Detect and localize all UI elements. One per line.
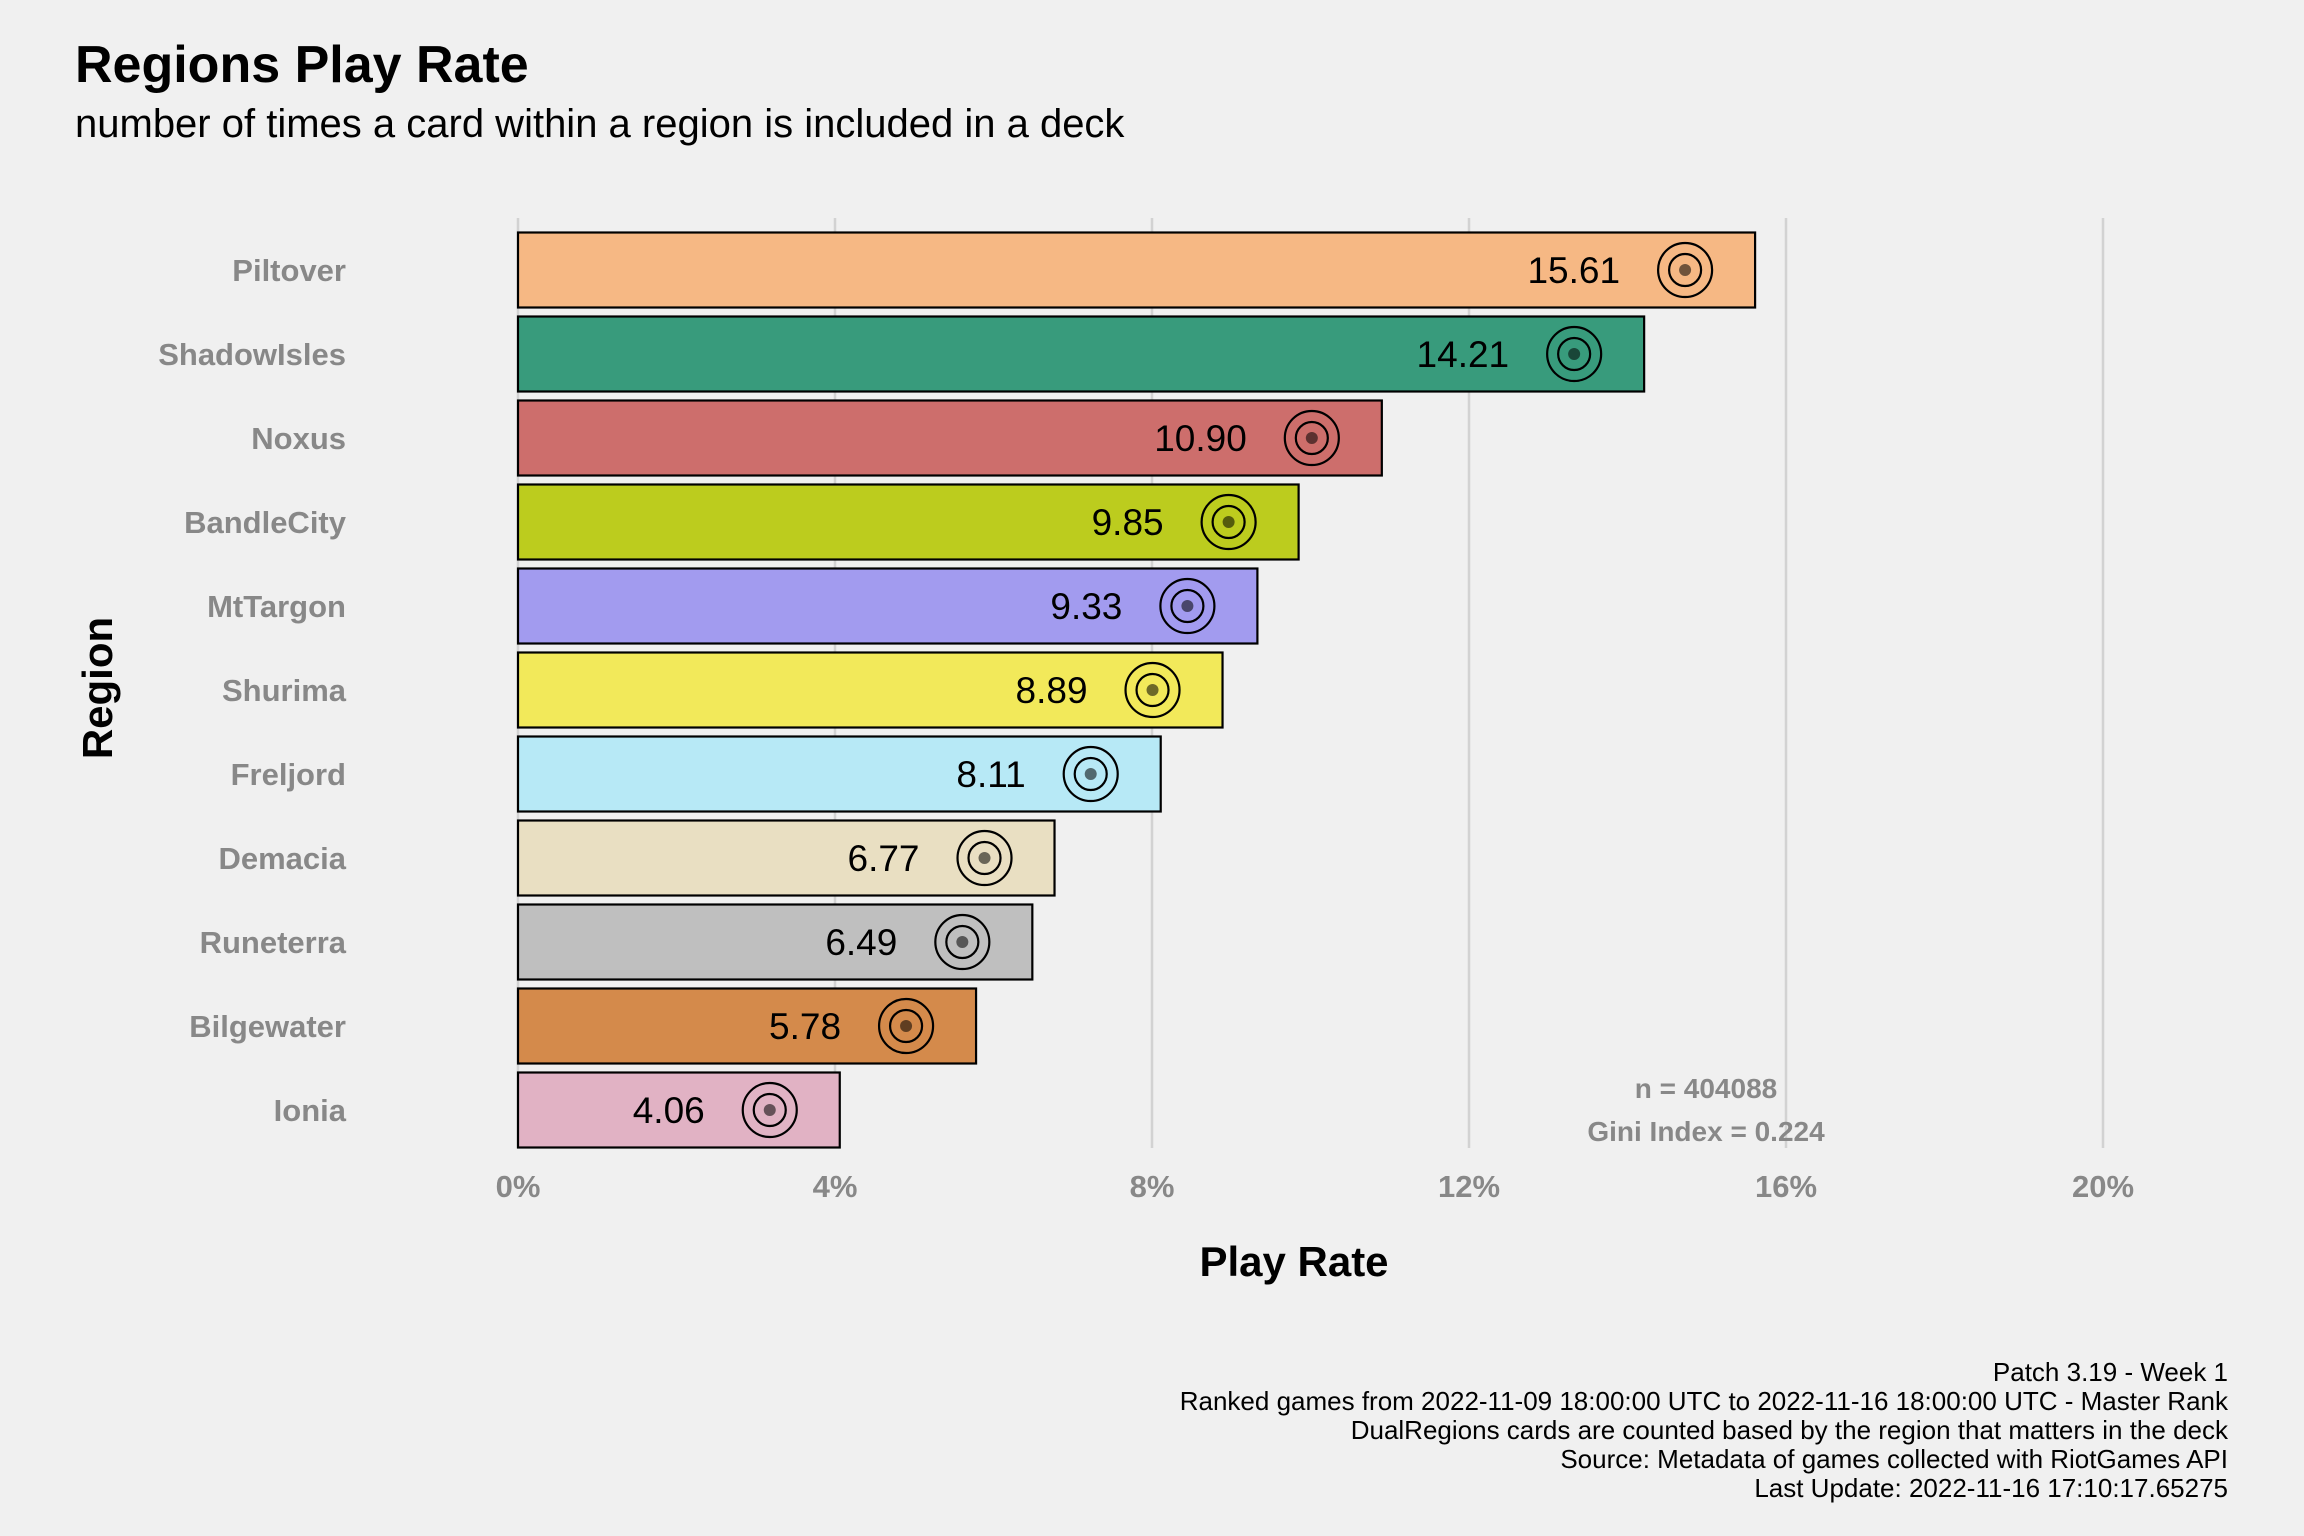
bar-value-label: 4.06 [633,1090,705,1131]
category-label: MtTargon [207,589,346,624]
chart-subtitle: number of times a card within a region i… [75,102,1125,146]
bar-value-label: 9.33 [1050,586,1122,627]
x-tick-label: 4% [813,1169,858,1204]
gini-index-note: Gini Index = 0.224 [1587,1116,1825,1147]
x-tick-label: 8% [1130,1169,1175,1204]
x-tick-label: 16% [1755,1169,1817,1204]
bar-mttargon [516,567,1259,645]
bar-shurima [516,651,1224,729]
x-tick-label: 20% [2072,1169,2134,1204]
bars: 15.61 14.21 10.90 9.85 9.33 8.89 8.11 6.77 6.49 5… [516,231,1757,1149]
caption: Patch 3.19 - Week 1 Ranked games from 20… [1180,1357,2229,1503]
category-label: Noxus [251,421,346,456]
bar-value-label: 8.11 [956,754,1025,795]
category-label: Demacia [218,841,346,876]
bar-freljord [516,735,1162,813]
caption-line: Last Update: 2022-11-16 17:10:17.65275 [1754,1473,2228,1503]
bar-value-label: 6.77 [848,838,920,879]
category-label: Runeterra [200,925,347,960]
sample-size-note: n = 404088 [1635,1073,1777,1104]
runeterra-emblem-icon [934,913,991,971]
category-label: Freljord [231,757,346,792]
y-axis-title: Region [74,617,121,759]
bar-value-label: 14.21 [1417,334,1510,375]
shadow-isles-emblem-icon [1546,325,1603,383]
bar-noxus [516,399,1383,477]
category-label: BandleCity [184,505,347,540]
bar-value-label: 10.90 [1154,418,1247,459]
category-labels: Piltover ShadowIsles Noxus BandleCity MtTarg… [158,253,347,1128]
x-axis-title: Play Rate [1199,1238,1388,1285]
x-tick-label: 0% [496,1169,541,1204]
bar-shadowisles [516,315,1646,393]
ionia-emblem-icon [741,1081,798,1139]
caption-line: Source: Metadata of games collected with… [1560,1444,2228,1474]
category-label: Piltover [232,253,346,288]
noxus-emblem-icon [1283,409,1340,467]
bar-piltover [516,231,1757,309]
bar-value-label: 6.49 [825,922,897,963]
bar-value-label: 5.78 [769,1006,841,1047]
bar-value-label: 9.85 [1092,502,1164,543]
mt-targon-emblem-icon [1159,577,1216,635]
category-label: ShadowIsles [158,337,346,372]
category-label: Shurima [222,673,347,708]
bar-value-label: 15.61 [1527,250,1620,291]
chart-title: Regions Play Rate [75,36,529,94]
bilgewater-emblem-icon [877,997,935,1055]
bar-value-label: 8.89 [1016,670,1088,711]
category-label: Ionia [274,1093,347,1128]
freljord-emblem-icon [1062,745,1119,803]
piltover-emblem-icon [1656,241,1714,299]
caption-line: Ranked games from 2022-11-09 18:00:00 UT… [1180,1386,2229,1416]
demacia-emblem-icon [956,829,1013,887]
caption-line: DualRegions cards are counted based by t… [1351,1415,2229,1445]
bar-bandlecity [516,483,1300,561]
shurima-emblem-icon [1124,661,1181,719]
x-tick-labels: 0% 4% 8% 12% 16% 20% [496,1169,2134,1204]
x-tick-label: 12% [1438,1169,1500,1204]
category-label: Bilgewater [189,1009,346,1044]
bandle-city-emblem-icon [1200,493,1257,551]
caption-line: Patch 3.19 - Week 1 [1993,1357,2228,1387]
